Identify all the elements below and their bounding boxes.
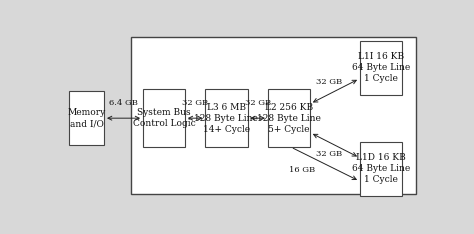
Bar [69,91,104,145]
Text: 16 GB: 16 GB [289,166,315,174]
Text: 32 GB: 32 GB [316,150,342,158]
Text: 32 GB: 32 GB [316,78,342,86]
Bar [143,89,185,147]
Bar [205,89,247,147]
Text: 32 GB: 32 GB [182,99,208,107]
Text: 32 GB: 32 GB [245,99,271,107]
Text: System Bus
Control Logic: System Bus Control Logic [133,108,195,128]
Bar [131,37,416,194]
Text: L2 256 KB
128 Byte Line
5+ Cycle: L2 256 KB 128 Byte Line 5+ Cycle [257,102,321,134]
Bar [360,142,402,196]
Text: 6.4 GB: 6.4 GB [109,99,138,107]
Text: L1D 16 KB
64 Byte Line
1 Cycle: L1D 16 KB 64 Byte Line 1 Cycle [352,153,410,184]
Text: L3 6 MB
128 Byte Line
14+ Cycle: L3 6 MB 128 Byte Line 14+ Cycle [194,102,258,134]
Text: L1I 16 KB
64 Byte Line
1 Cycle: L1I 16 KB 64 Byte Line 1 Cycle [352,52,410,83]
Bar [360,41,402,95]
Text: Memory
and I/O: Memory and I/O [68,108,106,128]
Bar [268,89,310,147]
